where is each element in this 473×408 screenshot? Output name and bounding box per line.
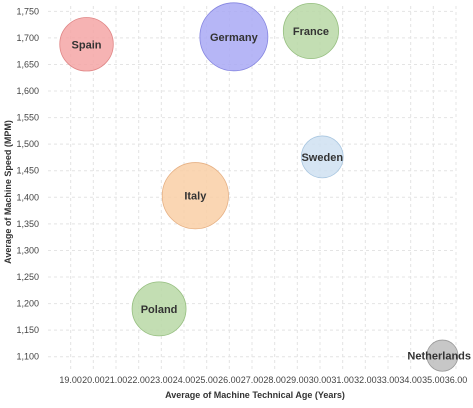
x-tick-label: 28.00 xyxy=(263,375,286,385)
y-tick-label: 1,400 xyxy=(16,192,39,202)
bubble xyxy=(300,135,344,179)
y-tick-label: 1,650 xyxy=(16,59,39,69)
bubble xyxy=(199,2,269,72)
x-tick-label: 22.00 xyxy=(127,375,150,385)
y-tick-label: 1,250 xyxy=(16,272,39,282)
bubble-label: Poland xyxy=(141,304,178,316)
x-tick-label: 30.00 xyxy=(309,375,332,385)
x-tick-label: 21.00 xyxy=(105,375,128,385)
y-tick-label: 1,500 xyxy=(16,139,39,149)
y-tick-label: 1,350 xyxy=(16,219,39,229)
x-axis-ticks: 19.00 20.00 21.00 22.00 23.00 24.00 25.00 26.00… xyxy=(59,375,467,385)
x-tick-label: 19.00 xyxy=(59,375,82,385)
bubble-label: Italy xyxy=(184,191,207,203)
y-tick-label: 1,550 xyxy=(16,113,39,123)
x-tick-label: 36.00 xyxy=(445,375,468,385)
x-tick-label: 27.00 xyxy=(241,375,264,385)
bubble-label: Sweden xyxy=(301,152,343,164)
y-axis-title: Average of Machine Speed (MPM) xyxy=(3,120,13,264)
y-tick-label: 1,100 xyxy=(16,352,39,362)
y-tick-label: 1,200 xyxy=(16,299,39,309)
y-axis-ticks: 1,100 1,150 1,200 1,250 1,300 1,350 1,400 1,450… xyxy=(16,6,39,361)
x-tick-label: 20.00 xyxy=(82,375,105,385)
x-tick-label: 33.00 xyxy=(377,375,400,385)
x-tick-label: 26.00 xyxy=(218,375,241,385)
bubble xyxy=(161,162,229,230)
x-tick-label: 35.00 xyxy=(422,375,445,385)
grid xyxy=(48,6,457,370)
x-tick-label: 25.00 xyxy=(195,375,218,385)
bubble-label: France xyxy=(293,26,329,38)
bubble xyxy=(59,17,114,72)
bubble-label: Spain xyxy=(72,39,102,51)
bubble xyxy=(282,2,339,59)
x-axis-title: Average of Machine Technical Age (Years) xyxy=(165,390,345,400)
y-tick-label: 1,700 xyxy=(16,33,39,43)
x-tick-label: 32.00 xyxy=(354,375,377,385)
bubble-label: Netherlands xyxy=(407,351,471,363)
x-tick-label: 23.00 xyxy=(150,375,173,385)
bubble xyxy=(426,339,459,372)
x-tick-label: 29.00 xyxy=(286,375,309,385)
bubble xyxy=(131,281,187,337)
y-tick-label: 1,150 xyxy=(16,325,39,335)
y-tick-label: 1,750 xyxy=(16,6,39,16)
bubble-label: Germany xyxy=(210,32,259,44)
x-tick-label: 31.00 xyxy=(331,375,354,385)
y-tick-label: 1,300 xyxy=(16,245,39,255)
y-tick-label: 1,450 xyxy=(16,166,39,176)
y-tick-label: 1,600 xyxy=(16,86,39,96)
bubble-labels: Spain Germany France Sweden Italy Poland Nethe… xyxy=(72,26,471,363)
x-tick-label: 34.00 xyxy=(399,375,422,385)
bubbles xyxy=(59,2,459,372)
x-tick-label: 24.00 xyxy=(173,375,196,385)
